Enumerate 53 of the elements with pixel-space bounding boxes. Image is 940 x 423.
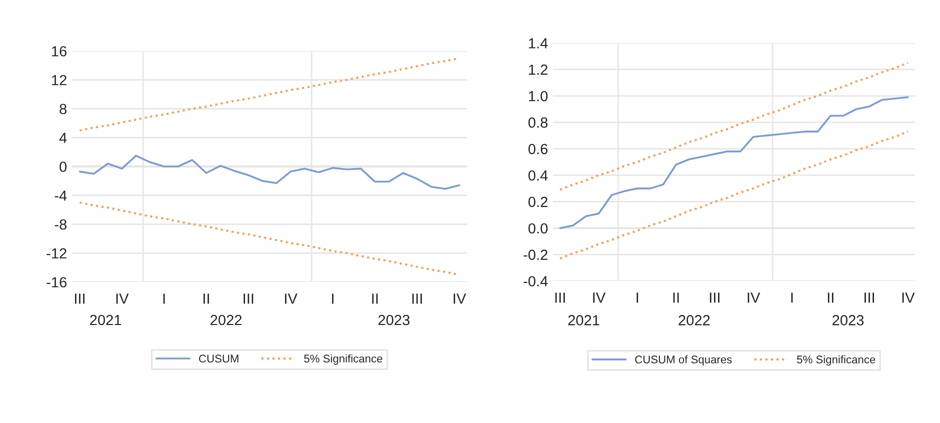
legend-label: CUSUM of Squares [635, 355, 732, 366]
y-tick-label: -8 [54, 219, 67, 230]
x-tick-label: I [791, 292, 793, 303]
x-tick-label: IV [285, 294, 298, 304]
x-tick-label: III [864, 292, 874, 303]
line-series [559, 130, 909, 260]
y-tick-label: 1.0 [528, 90, 548, 102]
y-tick-label: 1.2 [528, 64, 548, 75]
y-tick-label: 0.4 [528, 170, 548, 181]
x-tick-label: IV [593, 292, 606, 303]
y-tick-label: 4 [59, 132, 67, 143]
x-tick-label: IV [902, 292, 915, 303]
y-tick-label: 0.0 [528, 223, 548, 234]
text: 2022 [210, 314, 242, 326]
text: 2021 [568, 315, 600, 326]
line-series [78, 154, 460, 190]
x-tick-label: III [710, 292, 720, 303]
x-tick-label: IV [116, 294, 129, 304]
y-tick-label: 8 [60, 104, 67, 114]
x-tick-label: I [636, 292, 638, 303]
y-tick-label: -4 [54, 190, 67, 201]
y-tick-label: -0.2 [524, 250, 548, 260]
x-tick-label: IV [748, 292, 760, 303]
line-series [559, 62, 909, 191]
legend-label: CUSUM [199, 354, 238, 363]
x-tick-label: I [332, 294, 334, 304]
line-series [559, 96, 909, 230]
x-tick-label: II [828, 292, 834, 303]
text: 2023 [832, 315, 864, 326]
x-tick-label: II [673, 292, 679, 303]
x-tick-label: III [412, 294, 422, 304]
text: 2023 [378, 314, 410, 326]
y-tick-label: 12 [52, 74, 66, 86]
y-tick-label: 0 [60, 162, 67, 172]
y-tick-label: 0.8 [528, 117, 548, 128]
x-tick-label: II [204, 294, 209, 304]
y-tick-label: 1.4 [528, 38, 548, 48]
text: 2021 [90, 314, 122, 326]
x-tick-label: III [244, 294, 254, 304]
y-tick-label: -16 [46, 277, 66, 288]
x-tick-label: II [372, 294, 378, 304]
legend-label: 5% Significance [797, 355, 876, 366]
x-tick-label: III [75, 294, 84, 304]
y-tick-label: 0.2 [528, 196, 548, 208]
y-tick-label: -12 [46, 248, 66, 258]
x-tick-label: IV [454, 294, 466, 304]
y-tick-label: -0.4 [524, 276, 548, 286]
x-tick-label: I [163, 294, 165, 304]
legend-label: 5% Significance [304, 354, 382, 365]
text: 2022 [678, 315, 710, 326]
y-tick-label: 0.6 [528, 144, 548, 154]
y-tick-label: 16 [52, 46, 66, 56]
x-tick-label: III [555, 292, 565, 303]
